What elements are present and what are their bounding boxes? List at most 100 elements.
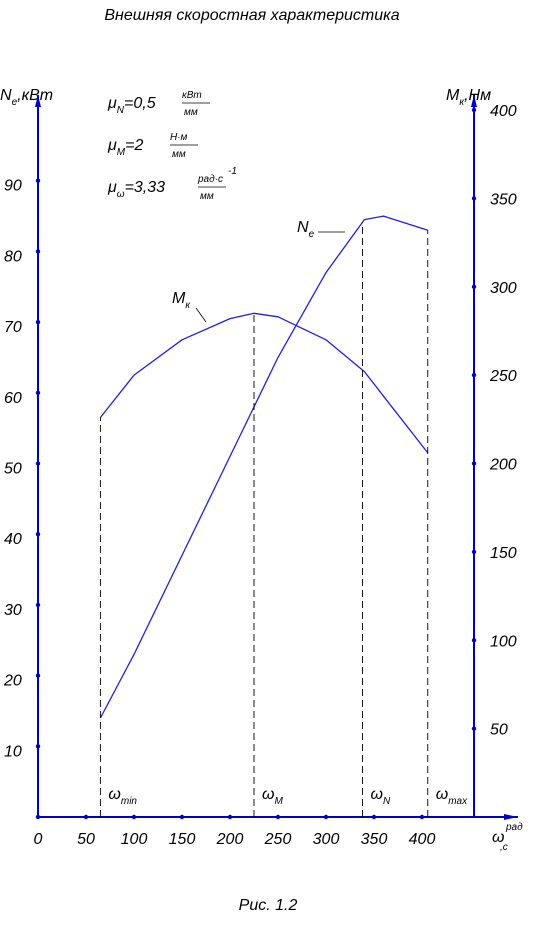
y2-tick-label: 100	[490, 633, 517, 650]
y-axis-label: Ne,кВт	[0, 87, 53, 108]
y-tick-label: 50	[4, 461, 22, 478]
y2-tick-label: 50	[490, 722, 508, 739]
y-tick-label: 20	[3, 673, 22, 690]
marker-sub: max	[448, 796, 468, 807]
x-unit-den: ,с	[500, 842, 508, 853]
y2-arrow	[471, 95, 477, 107]
series-name: M	[172, 290, 186, 307]
y2-tick-label: 150	[490, 545, 517, 562]
marker-label: ωmin	[108, 786, 137, 807]
y-tick	[35, 532, 41, 537]
scale-num: Н·м	[170, 132, 188, 143]
y2-axis-label: Mк,Нм	[446, 87, 491, 108]
y-tick-label: 80	[4, 248, 22, 265]
x-tick-label: 200	[216, 831, 244, 848]
x-tick	[83, 814, 89, 820]
y-label-unit: ,кВт	[17, 87, 53, 104]
y-tick	[35, 744, 41, 749]
marker-symbol: ω	[108, 786, 120, 803]
series-sub: к	[185, 300, 191, 311]
y-label-sub: e	[12, 97, 18, 108]
marker-symbol: ω	[262, 786, 274, 803]
scale-symbol: μ	[107, 137, 117, 154]
series-label: Mк	[172, 290, 191, 311]
y-tick-label: 70	[4, 319, 22, 336]
y2-tick-label: 200	[489, 457, 517, 474]
x-tick	[227, 814, 233, 820]
x-tick-label: 250	[264, 831, 292, 848]
y2-tick-label: 250	[489, 368, 517, 385]
series-name: N	[297, 219, 309, 236]
x-tick	[323, 814, 329, 820]
x-tick-label: 100	[121, 831, 148, 848]
y-tick-label: 30	[4, 602, 22, 619]
x-tick-label: 400	[409, 831, 436, 848]
scale-text: μM=2	[107, 137, 143, 158]
x-tick	[275, 814, 281, 820]
y-tick	[35, 673, 41, 678]
y-tick	[35, 390, 41, 395]
x-tick-label: 0	[34, 831, 43, 848]
y-label-symbol: N	[0, 87, 12, 104]
scale-sub: N	[117, 105, 125, 116]
y2-label-sub: к	[459, 97, 465, 108]
marker-label: ωN	[370, 786, 390, 807]
scale-sub: ω	[117, 189, 125, 200]
x-arrow	[504, 814, 518, 820]
y2-tick	[471, 461, 477, 466]
series-line	[99, 215, 428, 719]
marker-symbol: ω	[436, 786, 448, 803]
y2-label-symbol: M	[446, 87, 460, 104]
caption: Рис. 1.2	[239, 897, 298, 914]
chart-title: Внешняя скоростная характеристика	[104, 7, 399, 24]
scale-symbol: μ	[107, 95, 117, 112]
scale-value: =3,33	[125, 179, 166, 196]
marker-symbol: ω	[370, 786, 382, 803]
x-tick	[131, 814, 137, 820]
series-label: Ne	[297, 219, 315, 240]
x-tick-label: 350	[361, 831, 388, 848]
y2-tick	[471, 284, 477, 289]
y2-tick	[471, 107, 477, 113]
y-tick	[35, 178, 41, 183]
y2-tick	[471, 196, 477, 201]
scale-sub: M	[117, 147, 126, 158]
x-unit-num: рад	[505, 822, 523, 833]
y-tick-label: 90	[4, 178, 22, 195]
series-sub: e	[309, 229, 315, 240]
scale-num: кВт	[182, 90, 202, 101]
x-tick	[371, 814, 377, 820]
x-tick-label: 150	[169, 831, 196, 848]
y2-tick-label: 350	[490, 191, 517, 208]
scale-text: μω=3,33	[107, 179, 165, 200]
y2-tick	[471, 549, 477, 555]
x-tick-label: 300	[313, 831, 340, 848]
y-arrow	[35, 95, 41, 107]
y2-tick-label: 400	[490, 103, 517, 120]
scale-num: рад·с	[197, 174, 223, 185]
x-tick	[179, 814, 185, 820]
x-axis-symbol: ω	[492, 829, 504, 846]
marker-sub: M	[274, 796, 283, 807]
y2-label-unit: ,Нм	[464, 87, 491, 104]
scale-text: μN=0,5	[107, 95, 156, 116]
scale-value: =2	[125, 137, 143, 154]
y2-tick	[471, 726, 477, 731]
y2-tick-label: 300	[490, 280, 517, 297]
y-tick-label: 10	[4, 743, 22, 760]
scale-den: мм	[184, 107, 198, 118]
y2-tick	[471, 638, 477, 643]
x-tick	[419, 814, 425, 820]
y-tick	[35, 249, 41, 254]
scale-value: =0,5	[124, 95, 156, 112]
y-tick	[35, 602, 41, 608]
y-tick	[35, 461, 41, 466]
y2-tick	[471, 372, 477, 378]
y-tick-label: 60	[4, 390, 22, 407]
scale-sup: -1	[228, 166, 237, 177]
marker-label: ωmax	[436, 786, 468, 807]
y-tick-label: 40	[4, 531, 22, 548]
scale-den: мм	[200, 191, 214, 202]
x-tick-label: 50	[77, 831, 95, 848]
